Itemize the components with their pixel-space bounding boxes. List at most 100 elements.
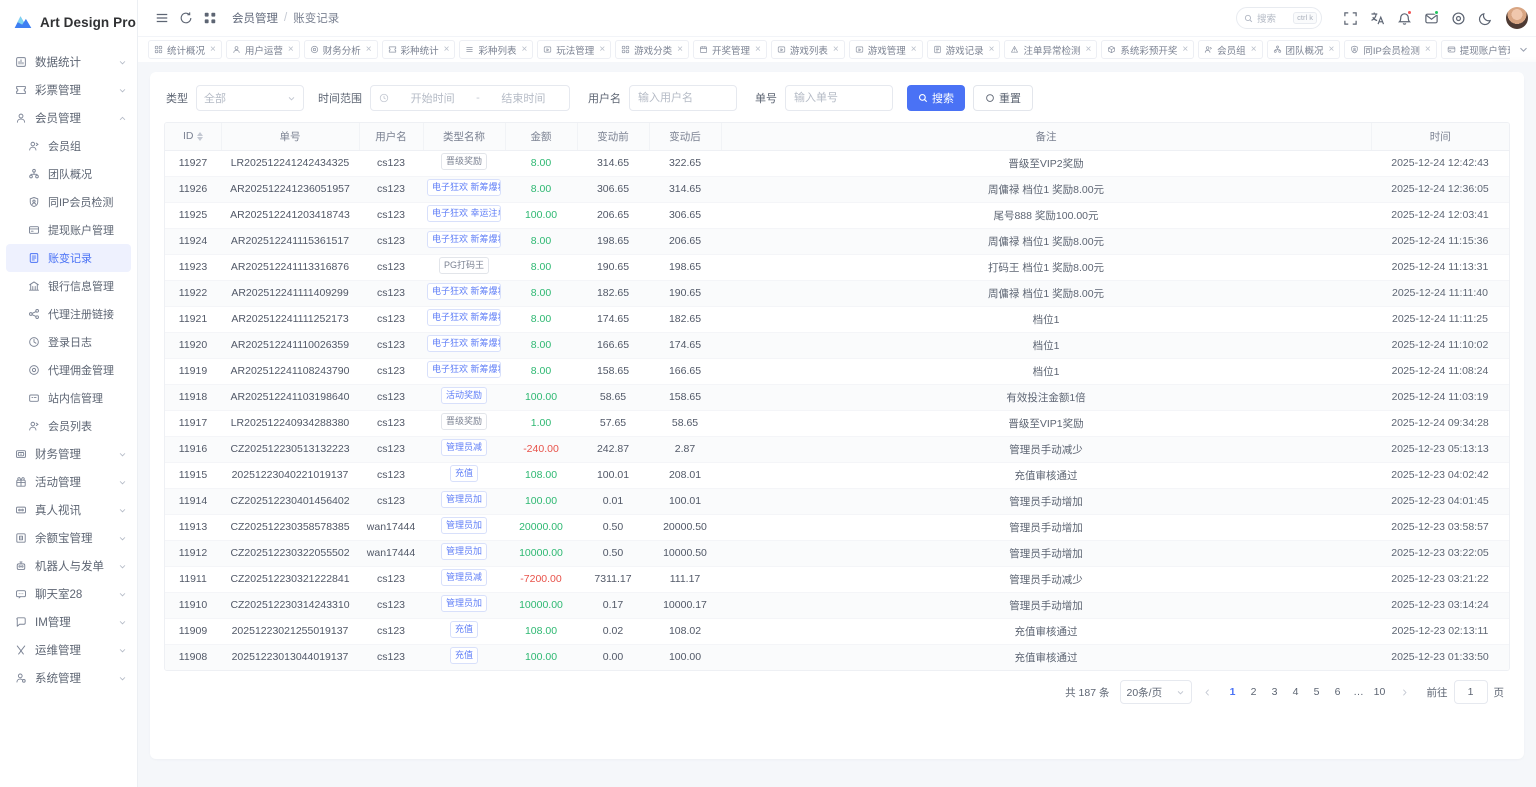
chevron-down-icon[interactable] bbox=[118, 590, 127, 599]
close-icon[interactable]: × bbox=[287, 44, 294, 55]
type-select[interactable]: 全部 bbox=[196, 85, 304, 111]
table-row[interactable]: 11917 LR202512240934288380 cs123 晋级奖励 1.00 57… bbox=[165, 410, 1509, 437]
sidebar-item-15[interactable]: 活动管理 bbox=[0, 468, 137, 496]
close-icon[interactable]: × bbox=[210, 44, 216, 55]
sort-icon[interactable] bbox=[196, 131, 203, 141]
table-row[interactable]: 11927 LR202512241242434325 cs123 晋级奖励 8.00 31… bbox=[165, 150, 1509, 177]
tab-8[interactable]: 游戏列表 × bbox=[770, 40, 845, 59]
sidebar-item-6[interactable]: 提现账户管理 bbox=[0, 216, 137, 244]
hamburger-menu-icon[interactable] bbox=[150, 6, 174, 30]
sidebar-item-3[interactable]: 会员组 bbox=[0, 132, 137, 160]
sidebar-item-7[interactable]: 账变记录 bbox=[6, 244, 131, 272]
chevron-down-icon[interactable] bbox=[1510, 37, 1536, 62]
page-number[interactable]: 2 bbox=[1250, 686, 1257, 698]
tab-15[interactable]: 同IP会员检测 × bbox=[1344, 40, 1437, 59]
table-row[interactable]: 11915 20251223040221019137 cs123 充值 108.00 10… bbox=[165, 462, 1509, 489]
language-icon[interactable] bbox=[1365, 6, 1390, 31]
table-row[interactable]: 11926 AR202512241236051957 cs123 电子狂欢 新筹爆将 8… bbox=[165, 176, 1509, 203]
avatar[interactable] bbox=[1506, 7, 1528, 29]
chevron-up-icon[interactable] bbox=[118, 114, 127, 123]
table-row[interactable]: 11923 AR202512241113316876 cs123 PG打码王 8.00 1… bbox=[165, 254, 1509, 281]
grid-apps-icon[interactable] bbox=[198, 6, 222, 30]
tab-9[interactable]: 游戏管理 × bbox=[848, 40, 923, 59]
chevron-down-icon[interactable] bbox=[118, 674, 127, 683]
tab-3[interactable]: 彩种统计 × bbox=[381, 40, 456, 59]
close-icon[interactable]: × bbox=[521, 44, 528, 55]
tab-7[interactable]: 开奖管理 × bbox=[693, 40, 767, 59]
table-row[interactable]: 11919 AR202512241108243790 cs123 电子狂欢 新筹爆将 8… bbox=[165, 358, 1509, 385]
page-size-select[interactable]: 20条/页 bbox=[1119, 680, 1192, 704]
search-input[interactable]: 搜索 ctrl k bbox=[1236, 7, 1322, 29]
tab-2[interactable]: 财务分析 × bbox=[303, 40, 378, 59]
sidebar-item-14[interactable]: 财务管理 bbox=[0, 440, 137, 468]
sidebar-item-1[interactable]: 彩票管理 bbox=[0, 76, 137, 104]
table-row[interactable]: 11913 CZ202512230358578385 wan17444 管理员加 200… bbox=[165, 514, 1509, 541]
tab-13[interactable]: 会员组 × bbox=[1198, 40, 1263, 59]
chevron-down-icon[interactable] bbox=[118, 478, 127, 487]
date-range-picker[interactable]: 开始时间 - 结束时间 bbox=[370, 85, 570, 111]
sidebar-item-10[interactable]: 登录日志 bbox=[0, 328, 137, 356]
refresh-icon[interactable] bbox=[174, 6, 198, 30]
sidebar-item-8[interactable]: 银行信息管理 bbox=[0, 272, 137, 300]
brand[interactable]: Art Design Pro bbox=[0, 0, 137, 36]
page-number[interactable]: 1 bbox=[1229, 686, 1236, 698]
page-number[interactable]: 4 bbox=[1292, 686, 1299, 698]
tab-6[interactable]: 游戏分类 × bbox=[615, 40, 690, 59]
page-number[interactable]: 3 bbox=[1271, 686, 1278, 698]
sidebar-item-20[interactable]: IM管理 bbox=[0, 608, 137, 636]
username-input[interactable] bbox=[629, 85, 737, 111]
table-row[interactable]: 11925 AR202512241203418743 cs123 电子狂欢 幸运注单 1… bbox=[165, 202, 1509, 229]
chevron-down-icon[interactable] bbox=[118, 86, 127, 95]
tab-10[interactable]: 游戏记录 × bbox=[926, 40, 1001, 59]
sidebar-item-22[interactable]: 系统管理 bbox=[0, 664, 137, 692]
breadcrumb-parent[interactable]: 会员管理 bbox=[232, 13, 278, 25]
table-row[interactable]: 11920 AR202512241110026359 cs123 电子狂欢 新筹爆将 8… bbox=[165, 332, 1509, 359]
close-icon[interactable]: × bbox=[832, 44, 839, 55]
tab-12[interactable]: 系统彩预开奖 × bbox=[1101, 40, 1195, 59]
column-header[interactable]: ID bbox=[165, 123, 222, 151]
order-input[interactable] bbox=[785, 85, 893, 111]
moon-icon[interactable] bbox=[1473, 6, 1498, 31]
tab-5[interactable]: 玩法管理 × bbox=[537, 40, 612, 59]
table-row[interactable]: 11909 20251223021255019137 cs123 充值 108.00 0.… bbox=[165, 618, 1509, 645]
chevron-down-icon[interactable] bbox=[118, 506, 127, 515]
sidebar-item-9[interactable]: 代理注册链接 bbox=[0, 300, 137, 328]
table-row[interactable]: 11912 CZ202512230322055502 wan17444 管理员加 100… bbox=[165, 540, 1509, 567]
chevron-down-icon[interactable] bbox=[118, 618, 127, 627]
sidebar-item-4[interactable]: 团队概况 bbox=[0, 160, 137, 188]
sidebar-item-18[interactable]: 机器人与发单 bbox=[0, 552, 137, 580]
chevron-down-icon[interactable] bbox=[118, 450, 127, 459]
table-row[interactable]: 11918 AR202512241103198640 cs123 活动奖励 100.00… bbox=[165, 384, 1509, 411]
tab-14[interactable]: 团队概况 × bbox=[1266, 40, 1341, 59]
close-icon[interactable]: × bbox=[1424, 44, 1431, 55]
tab-11[interactable]: 注单异常检测 × bbox=[1004, 40, 1098, 59]
search-button[interactable]: 搜索 bbox=[907, 85, 965, 111]
table-row[interactable]: 11910 CZ202512230314243310 cs123 管理员加 10000.… bbox=[165, 592, 1509, 619]
chevron-down-icon[interactable] bbox=[118, 534, 127, 543]
close-icon[interactable]: × bbox=[443, 44, 450, 55]
sidebar-item-16[interactable]: 真人视讯 bbox=[0, 496, 137, 524]
page-number[interactable]: 5 bbox=[1313, 686, 1320, 698]
chevron-down-icon[interactable] bbox=[118, 562, 127, 571]
close-icon[interactable]: × bbox=[1182, 44, 1189, 55]
prev-page-button[interactable] bbox=[1198, 681, 1218, 703]
table-row[interactable]: 11922 AR202512241111409299 cs123 电子狂欢 新筹爆将 8… bbox=[165, 280, 1509, 307]
table-row[interactable]: 11916 CZ202512230513132223 cs123 管理员减 -240.0… bbox=[165, 436, 1509, 463]
goto-page-input[interactable] bbox=[1453, 680, 1488, 704]
table-row[interactable]: 11908 20251223013044019137 cs123 充值 100.00 0.… bbox=[165, 644, 1509, 670]
fullscreen-icon[interactable] bbox=[1338, 6, 1363, 31]
next-page-button[interactable] bbox=[1395, 681, 1415, 703]
close-icon[interactable]: × bbox=[988, 44, 995, 55]
tab-16[interactable]: 提现账户管理× bbox=[1440, 40, 1510, 59]
sidebar-item-5[interactable]: 同IP会员检测 bbox=[0, 188, 137, 216]
table-row[interactable]: 11911 CZ202512230321222841 cs123 管理员减 -7200.… bbox=[165, 566, 1509, 593]
sidebar-item-11[interactable]: 代理佣金管理 bbox=[0, 356, 137, 384]
close-icon[interactable]: × bbox=[1328, 44, 1335, 55]
page-number[interactable]: 10 bbox=[1373, 686, 1386, 698]
bell-icon[interactable] bbox=[1392, 6, 1417, 31]
gear-icon[interactable] bbox=[1446, 6, 1471, 31]
sidebar-item-17[interactable]: 余额宝管理 bbox=[0, 524, 137, 552]
tab-0[interactable]: 统计概况 × bbox=[148, 40, 222, 59]
sidebar-item-13[interactable]: 会员列表 bbox=[0, 412, 137, 440]
reset-button[interactable]: 重置 bbox=[973, 85, 1033, 111]
